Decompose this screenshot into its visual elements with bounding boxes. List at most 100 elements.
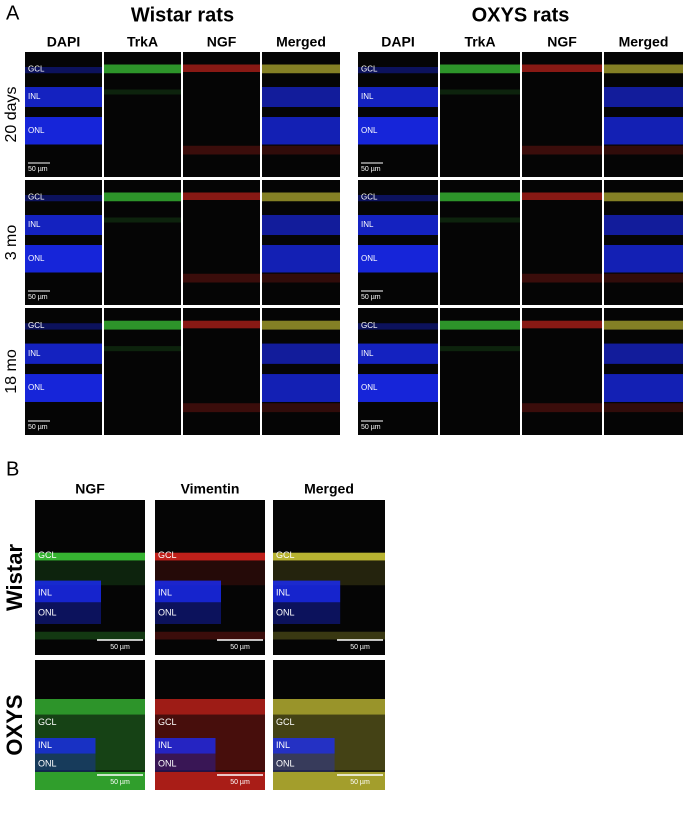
row-label: OXYS [2,694,27,755]
layer-label: INL [361,349,374,358]
micrograph [183,52,260,177]
tissue-layer [604,320,683,330]
scale-label: 50 µm [361,424,381,431]
tissue-layer [440,346,520,352]
tissue-layer [358,87,438,107]
micrograph [183,180,260,305]
tissue-layer [155,602,221,624]
tissue-layer [25,87,102,107]
row-label: Wistar [2,544,27,611]
tissue-layer [25,215,102,235]
scale-label: 50 µm [28,294,48,301]
micrograph [35,660,145,790]
tissue-layer [262,273,340,283]
tissue-layer [35,631,145,640]
scale-label: 50 µm [110,644,130,651]
scale-label: 50 µm [28,424,48,431]
micrograph [273,500,385,655]
micrograph [25,180,102,305]
micrograph [155,500,265,655]
tissue-layer [104,346,181,352]
layer-label: INL [28,92,41,101]
layer-label: INL [158,587,172,597]
column-header: Vimentin [181,481,240,497]
panel-label: A [6,2,20,24]
tissue-layer [604,343,683,364]
column-header: TrkA [127,34,158,50]
tissue-layer [604,64,683,74]
row-label: 20 days [3,86,20,142]
tissue-layer [25,374,102,402]
tissue-layer [522,273,602,283]
column-header: TrkA [464,34,495,50]
tissue-layer [262,343,340,364]
tissue-layer [155,771,265,790]
micrograph [273,660,385,790]
tissue-layer [104,192,181,202]
tissue-layer [273,631,385,640]
layer-label: GCL [361,193,378,202]
tissue-layer [104,217,181,223]
tissue-layer [155,552,265,561]
tissue-layer [358,245,438,273]
layer-label: INL [361,92,374,101]
tissue-layer [440,64,520,74]
tissue-layer [262,215,340,235]
micrograph [522,180,602,305]
tissue-layer [358,67,438,74]
tissue-layer [273,552,385,561]
scale-label: 50 µm [361,166,381,173]
tissue-layer [358,323,438,330]
tissue-layer [262,245,340,273]
tissue-layer [183,273,260,283]
layer-label: INL [28,349,41,358]
tissue-layer [35,771,145,790]
group-title: OXYS rats [472,4,570,26]
tissue-layer [358,117,438,145]
tissue-layer [35,699,145,715]
layer-label: ONL [361,126,378,135]
scale-label: 50 µm [230,644,250,651]
column-header: NGF [547,34,577,50]
layer-label: ONL [28,383,45,392]
layer-label: ONL [158,758,177,768]
tissue-layer [522,192,602,200]
tissue-layer [273,699,385,715]
tissue-layer [440,89,520,95]
tissue-layer [358,343,438,364]
tissue-layer [262,145,340,155]
layer-label: GCL [38,550,57,560]
scale-label: 50 µm [28,166,48,173]
tissue-layer [604,403,683,413]
tissue-layer [604,145,683,155]
layer-label: ONL [38,608,57,618]
tissue-layer [35,753,96,772]
tissue-layer [25,195,102,202]
column-header: Merged [304,481,354,497]
micrograph [358,52,438,177]
micrograph [358,180,438,305]
scale-label: 50 µm [350,779,370,786]
tissue-layer [604,215,683,235]
tissue-layer [104,320,181,330]
tissue-layer [35,552,145,561]
panel-label: B [6,458,19,480]
tissue-layer [35,580,101,603]
tissue-layer [358,215,438,235]
layer-label: ONL [158,608,177,618]
tissue-layer [604,273,683,283]
tissue-layer [104,64,181,74]
layer-label: INL [276,587,290,597]
tissue-layer [273,602,341,624]
tissue-layer [262,403,340,413]
layer-label: GCL [28,193,45,202]
tissue-layer [273,580,341,603]
tissue-layer [155,580,221,603]
column-header: Merged [276,34,326,50]
tissue-layer [522,145,602,155]
tissue-layer [358,195,438,202]
tissue-layer [183,145,260,155]
tissue-layer [262,320,340,330]
tissue-layer [604,192,683,202]
